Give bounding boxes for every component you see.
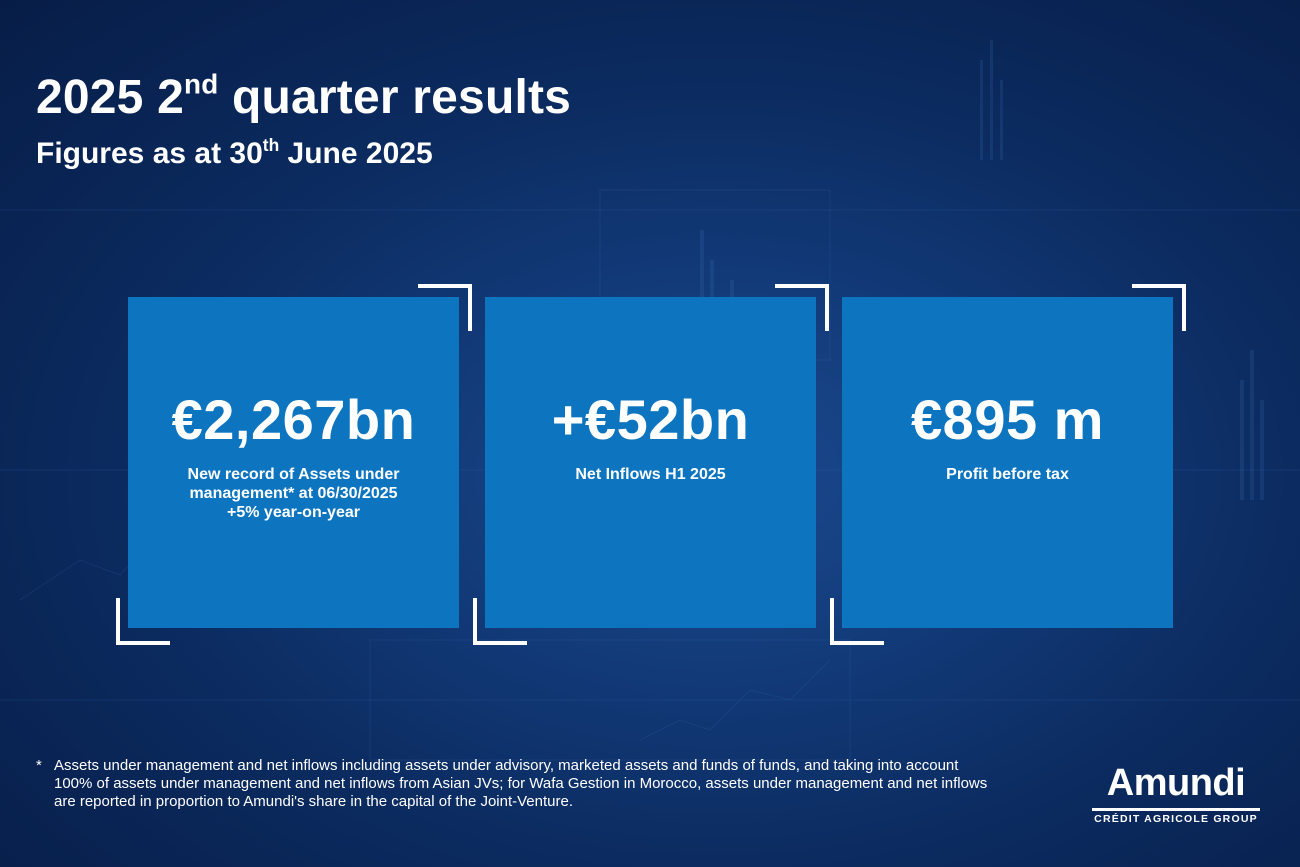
footnote-text: Assets under management and net inflows … [54,757,988,810]
corner-bracket-bottom-left [830,598,884,645]
corner-bracket-bottom-left [116,598,170,645]
card-label-line: +5% year-on-year [227,504,360,521]
card-label-line: Profit before tax [946,466,1069,483]
card-label: Profit before tax [862,465,1153,484]
title-suffix: quarter results [218,71,572,124]
logo-tagline: CRÉDIT AGRICOLE GROUP [1094,813,1258,825]
corner-bracket-top-right [775,284,829,331]
card-label-line: New record of Assets under [187,466,400,483]
logo-wordmark: Amundi [1106,762,1246,804]
title-prefix: 2025 2 [36,71,185,124]
subtitle-suffix: June 2025 [279,137,433,170]
card-label-line: management* at 06/30/2025 [189,485,398,502]
corner-bracket-bottom-left [473,598,527,645]
amundi-logo: Amundi CRÉDIT AGRICOLE GROUP [1090,762,1262,825]
page-subtitle: Figures as at 30th June 2025 [36,134,433,174]
card-label-line: Net Inflows H1 2025 [575,466,726,483]
logo-divider [1092,808,1260,811]
subtitle-prefix: Figures as at 30 [36,137,263,170]
footnote: * Assets under management and net inflow… [36,757,996,811]
card-value: €895 m [911,388,1104,451]
card-value: €2,267bn [171,388,416,451]
card-label: Net Inflows H1 2025 [505,465,796,484]
card-value: +€52bn [551,388,750,451]
footnote-marker: * [36,757,42,774]
profit-before-tax-card: €895 m Profit before tax [842,297,1173,628]
subtitle-superscript: th [262,134,280,155]
net-inflows-card: +€52bn Net Inflows H1 2025 [485,297,816,628]
title-superscript: nd [184,68,219,100]
assets-under-management-card: €2,267bn New record of Assets under mana… [128,297,459,628]
corner-bracket-top-right [1132,284,1186,331]
corner-bracket-top-right [418,284,472,331]
page-title: 2025 2nd quarter results [36,68,571,128]
card-label: New record of Assets under management* a… [148,465,439,522]
